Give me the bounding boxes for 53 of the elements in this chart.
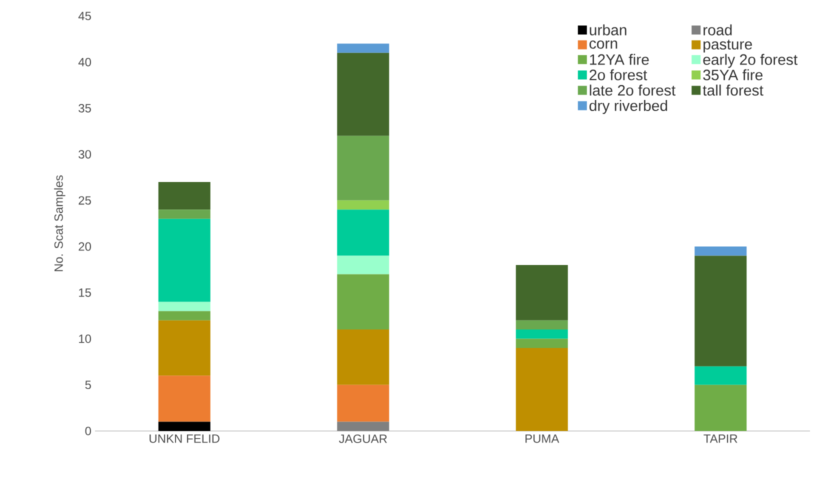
y-tick-label: 20 xyxy=(78,242,92,251)
legend-label: pasture xyxy=(704,40,752,53)
y-tick-label: 40 xyxy=(78,58,92,66)
bar xyxy=(158,376,210,422)
bar xyxy=(337,136,390,200)
bar xyxy=(158,218,210,302)
y-tick-label: 0 xyxy=(85,426,92,436)
bar xyxy=(516,320,568,330)
bar xyxy=(158,311,210,320)
bar xyxy=(516,348,568,431)
bar xyxy=(337,330,390,385)
y-tick-label: 15 xyxy=(79,288,91,297)
bar xyxy=(337,44,390,53)
bar xyxy=(158,182,210,210)
legend-label: tall forest xyxy=(702,84,764,96)
legend-label: early 2o forest xyxy=(703,54,798,68)
x-tick-label: JAGUAR xyxy=(338,434,387,444)
x-tick-label: UNKN FELID xyxy=(150,434,220,443)
y-tick-label: 30 xyxy=(78,150,92,159)
bar xyxy=(337,384,390,422)
bar xyxy=(158,422,210,431)
legend-label: 12YA fire xyxy=(590,54,649,65)
bar xyxy=(694,246,747,256)
y-tick-label: 5 xyxy=(85,380,91,390)
bar xyxy=(158,320,210,376)
bar xyxy=(694,384,747,431)
bar xyxy=(337,200,390,210)
bar xyxy=(516,338,568,348)
legend-label: road xyxy=(704,24,732,36)
bar xyxy=(337,256,390,274)
bar xyxy=(694,366,747,385)
bar xyxy=(516,264,568,320)
x-tick-label: PUMA xyxy=(526,434,560,443)
x-tick-label: TAPIR xyxy=(704,434,738,443)
bar xyxy=(337,422,390,431)
legend-label: late 2o forest xyxy=(590,84,676,96)
legend-label: urban xyxy=(590,24,626,36)
y-tick-label: 45 xyxy=(78,12,91,20)
bar xyxy=(337,52,390,136)
bar xyxy=(516,330,568,339)
y-tick-label: 35 xyxy=(78,104,91,112)
y-tick-label: 25 xyxy=(78,196,91,205)
y-tick-label: 10 xyxy=(79,334,92,344)
bar xyxy=(694,256,747,366)
y-axis-title: No. Scat Samples xyxy=(54,175,66,272)
legend-label: corn xyxy=(590,40,618,49)
bar xyxy=(337,274,390,330)
bar xyxy=(158,210,210,219)
legend-label: 2o forest xyxy=(590,69,648,80)
bar xyxy=(158,302,210,312)
legend-label: 35YA fire xyxy=(703,69,762,80)
bar xyxy=(337,210,390,256)
legend-label: dry riverbed xyxy=(590,100,668,114)
